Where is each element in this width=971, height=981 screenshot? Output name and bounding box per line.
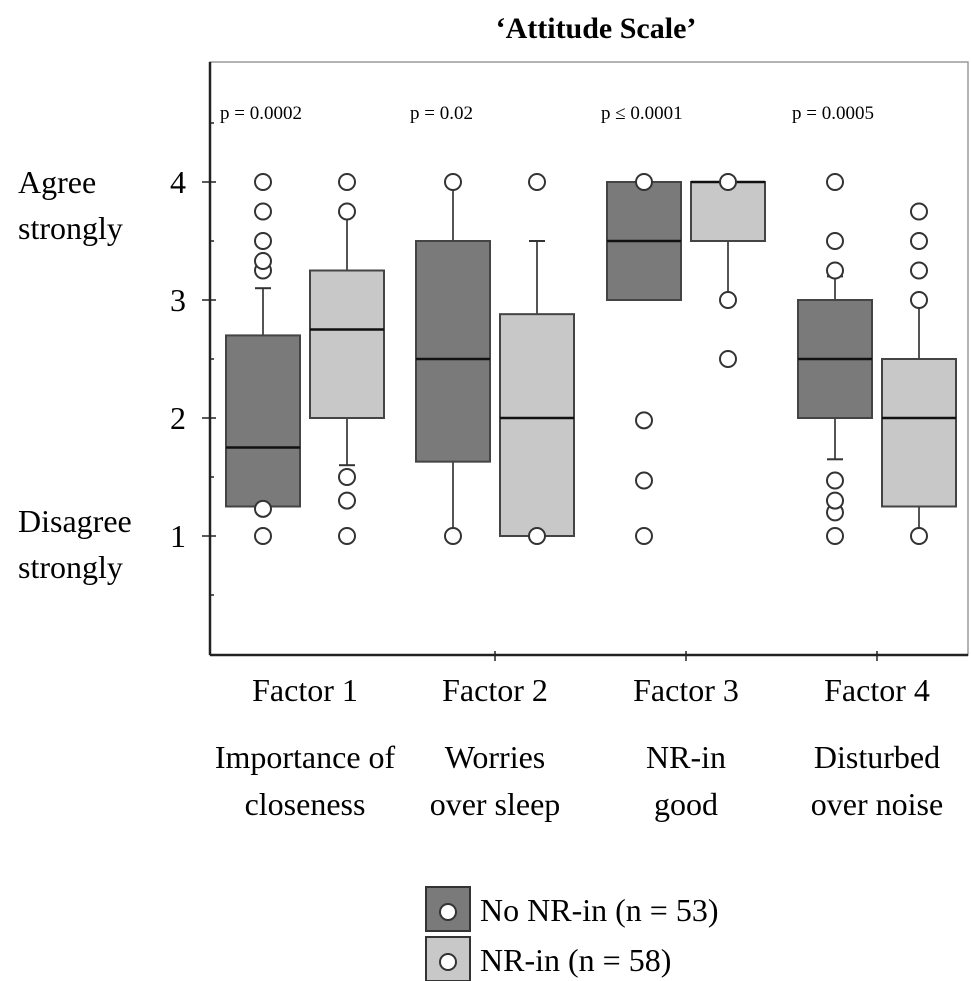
y-tick-label: 3 xyxy=(170,282,186,318)
outlier-point xyxy=(635,173,653,191)
agree-strongly-label: Agree xyxy=(18,164,96,200)
plot-axes xyxy=(202,61,969,661)
box-iqr xyxy=(225,334,301,508)
box-iqr xyxy=(415,240,491,463)
box-no-nr-in xyxy=(797,173,873,545)
outlier-point xyxy=(254,527,272,545)
outlier-point xyxy=(910,527,928,545)
outlier-point xyxy=(338,202,356,221)
factor-label: Factor 1 xyxy=(252,672,358,708)
category-label: NR-in xyxy=(646,739,726,775)
box-no-nr-in xyxy=(415,173,491,545)
outlier-point xyxy=(826,261,844,280)
y-tick-label: 1 xyxy=(170,518,186,554)
outlier-point xyxy=(910,291,928,309)
legend-marker xyxy=(439,953,457,971)
outlier-point xyxy=(254,252,272,271)
outlier-point xyxy=(826,232,844,250)
outlier-point xyxy=(826,471,844,490)
category-label: closeness xyxy=(245,786,366,822)
outlier-point xyxy=(254,499,272,518)
outlier-point xyxy=(719,291,737,309)
outlier-point xyxy=(254,202,272,221)
p-value-label: p = 0.02 xyxy=(410,103,473,124)
outlier-point xyxy=(910,232,928,250)
outlier-point xyxy=(338,468,356,486)
category-label: Worries xyxy=(445,739,546,775)
box-iqr xyxy=(499,313,575,537)
box-nr-in xyxy=(499,173,575,545)
agree-strongly-label: strongly xyxy=(18,210,123,246)
y-tick-label: 4 xyxy=(170,164,186,200)
outlier-point xyxy=(910,202,928,221)
p-value-label: p = 0.0002 xyxy=(220,103,302,124)
category-label: Disturbed xyxy=(814,739,940,775)
box-nr-in xyxy=(309,173,385,545)
outlier-point xyxy=(254,232,272,250)
legend-label: NR-in (n = 58) xyxy=(480,942,671,978)
box-iqr xyxy=(881,358,957,508)
legend: No NR-in (n = 53) NR-in (n = 58) xyxy=(425,886,718,981)
outlier-point xyxy=(444,527,462,545)
outlier-point xyxy=(719,173,737,191)
factor-label: Factor 2 xyxy=(442,672,548,708)
outlier-point xyxy=(254,173,272,191)
outlier-point xyxy=(635,527,653,545)
outlier-point xyxy=(338,491,356,510)
outlier-point xyxy=(338,173,356,191)
plot-area xyxy=(225,173,957,545)
outlier-point xyxy=(528,173,546,191)
box-iqr xyxy=(309,269,385,419)
factor-label: Factor 3 xyxy=(633,672,739,708)
outlier-point xyxy=(444,173,462,191)
outlier-point xyxy=(910,261,928,280)
category-label: over sleep xyxy=(430,786,561,822)
legend-label: No NR-in (n = 53) xyxy=(480,892,718,928)
outlier-point xyxy=(719,350,737,368)
p-value-label: p = 0.0005 xyxy=(792,103,874,124)
outlier-point xyxy=(635,411,653,430)
box-nr-in xyxy=(690,173,766,368)
outlier-point xyxy=(528,527,546,545)
factor-label: Factor 4 xyxy=(824,672,930,708)
legend-marker xyxy=(439,903,457,921)
category-label: Importance of xyxy=(215,739,396,775)
box-no-nr-in xyxy=(606,173,682,545)
category-label: over noise xyxy=(811,786,943,822)
box-no-nr-in xyxy=(225,173,301,545)
disagree-strongly-label: Disagree xyxy=(18,503,132,539)
box-iqr xyxy=(690,181,766,242)
outlier-point xyxy=(635,471,653,490)
disagree-strongly-label: strongly xyxy=(18,549,123,585)
outlier-point xyxy=(826,527,844,545)
category-label: good xyxy=(654,786,718,822)
outlier-point xyxy=(338,527,356,545)
outlier-point xyxy=(826,491,844,510)
outlier-point xyxy=(826,173,844,191)
p-value-label: p ≤ 0.0001 xyxy=(601,103,683,124)
y-tick-label: 2 xyxy=(170,400,186,436)
axis-labels: 1 2 3 4 Agree strongly Disagree strongly Factor … xyxy=(18,103,943,822)
box-nr-in xyxy=(881,202,957,545)
chart-title: ‘Attitude Scale’ xyxy=(496,12,697,45)
